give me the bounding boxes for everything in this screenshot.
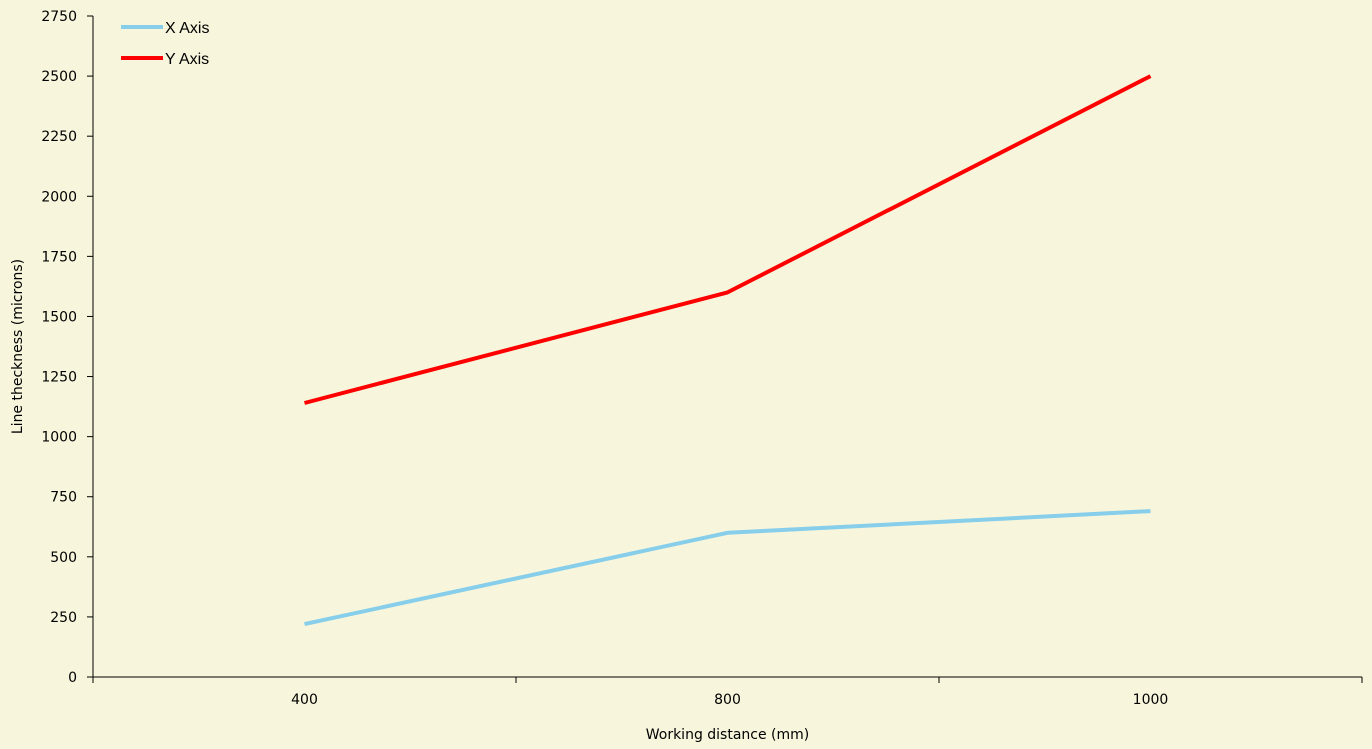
y-tick-label: 2000 xyxy=(41,189,77,205)
y-tick-label: 2250 xyxy=(41,129,77,145)
y-tick-label: 2750 xyxy=(41,9,77,25)
y-tick-label: 1000 xyxy=(41,430,77,446)
x-axis-title: Working distance (mm) xyxy=(646,727,810,743)
x-tick-label: 1000 xyxy=(1133,692,1169,708)
y-axis-title: Line theckness (microns) xyxy=(10,259,26,434)
x-tick-label: 400 xyxy=(291,692,318,708)
y-tick-label: 1750 xyxy=(41,249,77,265)
series-line-y-axis xyxy=(303,74,1152,405)
series-line-x-axis xyxy=(304,509,1151,627)
y-tick-label: 1250 xyxy=(41,370,77,386)
y-tick-label: 0 xyxy=(68,670,77,686)
y-tick-label: 1500 xyxy=(41,309,77,325)
axes: 0 250 500 750 1000 1250 1500 1750 2000 2250 2500 27… xyxy=(41,9,1363,708)
y-tick-label: 750 xyxy=(50,490,77,506)
legend-label-y-axis: Y Axis xyxy=(165,51,209,68)
legend-label-x-axis: X Axis xyxy=(165,20,209,37)
y-tick-label: 2500 xyxy=(41,69,77,85)
series-layer xyxy=(303,74,1152,627)
x-tick-label: 800 xyxy=(714,692,741,708)
y-tick-label: 500 xyxy=(50,550,77,566)
legend: X Axis Y Axis xyxy=(121,20,209,68)
y-tick-label: 250 xyxy=(50,610,77,626)
